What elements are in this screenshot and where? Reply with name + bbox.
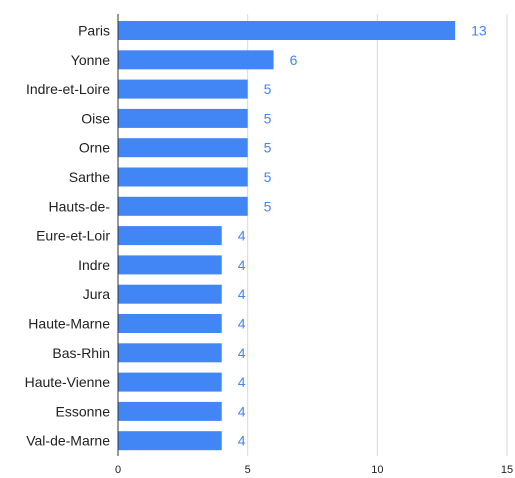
value-label: 13 (471, 23, 487, 39)
bars (118, 21, 456, 451)
x-tick-label: 15 (501, 464, 513, 476)
value-label: 4 (238, 286, 246, 302)
category-label: Orne (79, 140, 110, 156)
value-label: 5 (264, 198, 272, 214)
category-label: Hauts-de- (49, 198, 111, 214)
category-label: Yonne (71, 52, 110, 68)
category-label: Haute-Marne (28, 316, 110, 332)
value-labels: 13 6 5 5 5 5 5 4 4 4 4 4 4 4 4 (238, 23, 487, 449)
category-label: Bas-Rhin (52, 345, 110, 361)
bar (118, 226, 222, 246)
category-label: Paris (78, 23, 110, 39)
value-label: 4 (238, 228, 246, 244)
category-label: Eure-et-Loir (36, 228, 110, 244)
value-label: 4 (238, 345, 246, 361)
value-label: 5 (264, 110, 272, 126)
bar (118, 21, 456, 40)
bar (118, 167, 248, 187)
bar (118, 401, 222, 421)
category-label: Indre (78, 257, 110, 273)
category-label: Val-de-Marne (26, 433, 110, 449)
bar (118, 431, 222, 451)
x-tick-label: 10 (371, 464, 383, 476)
value-label: 6 (290, 52, 298, 68)
bar (118, 79, 248, 99)
bar (118, 108, 248, 128)
value-label: 4 (238, 403, 246, 419)
value-label: 4 (238, 257, 246, 273)
bar (118, 284, 222, 304)
category-label: Sarthe (69, 169, 110, 185)
category-label: Essonne (56, 403, 111, 419)
category-label: Indre-et-Loire (26, 81, 110, 97)
category-label: Haute-Vienne (25, 374, 111, 390)
bar (118, 372, 222, 392)
value-label: 4 (238, 316, 246, 332)
value-label: 5 (264, 81, 272, 97)
bar (118, 343, 222, 363)
x-tick-label: 5 (245, 464, 251, 476)
bar (118, 314, 222, 333)
bar (118, 255, 222, 275)
category-label: Oise (81, 110, 110, 126)
bar (118, 138, 248, 158)
value-label: 5 (264, 140, 272, 156)
bar (118, 50, 274, 70)
x-tick-label: 0 (115, 464, 121, 476)
value-label: 4 (238, 433, 246, 449)
bar (118, 196, 248, 216)
category-labels: Paris Yonne Indre-et-Loire Oise Orne Sarthe Ha… (25, 23, 111, 449)
x-axis-ticks: 0 5 10 15 (115, 464, 513, 476)
gridlines (247, 14, 508, 456)
value-label: 4 (238, 374, 246, 390)
category-label: Jura (83, 286, 110, 302)
value-label: 5 (264, 169, 272, 185)
